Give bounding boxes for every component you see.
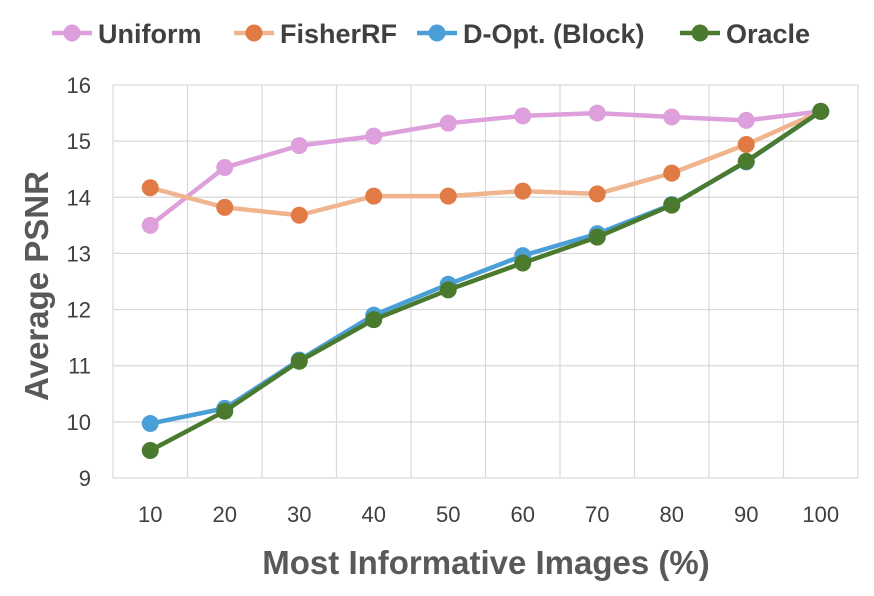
data-point — [514, 107, 532, 125]
legend-item: Oracle — [680, 19, 810, 49]
data-point — [812, 102, 830, 120]
legend-label: FisherRF — [280, 19, 397, 49]
data-point — [365, 127, 383, 145]
data-point — [663, 164, 681, 182]
x-tick-label: 10 — [138, 502, 162, 527]
gridlines — [112, 84, 859, 479]
data-point — [365, 311, 383, 329]
data-point — [439, 281, 457, 299]
data-point — [141, 216, 159, 234]
x-tick-label: 40 — [362, 502, 386, 527]
axes: 9 10 11 12 13 14 15 16 10 20 30 40 50 60 70 80 90 100 — [67, 73, 840, 527]
x-tick-label: 60 — [511, 502, 535, 527]
data-point — [737, 136, 755, 154]
series-line — [148, 109, 823, 228]
x-tick-label: 100 — [802, 502, 839, 527]
legend: Uniform FisherRF D-Opt. (Block) Oracle — [52, 19, 810, 49]
x-tick-label: 80 — [660, 502, 684, 527]
data-point — [141, 441, 159, 459]
legend-swatch-marker — [63, 24, 81, 42]
series-oracle — [141, 102, 830, 459]
y-tick-label: 15 — [67, 129, 91, 154]
y-tick-label: 10 — [67, 410, 91, 435]
y-tick-label: 13 — [67, 241, 91, 266]
y-tick-label: 14 — [67, 185, 91, 210]
data-point — [290, 137, 308, 155]
x-tick-label: 30 — [287, 502, 311, 527]
x-tick-label: 20 — [213, 502, 237, 527]
data-point — [290, 352, 308, 370]
legend-item: FisherRF — [234, 19, 397, 49]
data-point — [514, 182, 532, 200]
series-line — [148, 109, 823, 218]
legend-swatch-marker — [428, 24, 446, 42]
x-tick-label: 70 — [585, 502, 609, 527]
data-point — [216, 198, 234, 216]
data-point — [663, 108, 681, 126]
data-point — [365, 187, 383, 205]
data-point — [216, 159, 234, 177]
data-point — [663, 196, 681, 214]
data-point — [588, 185, 606, 203]
data-point — [514, 254, 532, 272]
data-point — [737, 111, 755, 129]
data-point — [141, 415, 159, 433]
y-tick-label: 16 — [67, 73, 91, 98]
data-point — [737, 152, 755, 170]
data-point — [588, 228, 606, 246]
data-point — [588, 104, 606, 122]
series-layer — [141, 102, 830, 459]
data-point — [439, 187, 457, 205]
legend-label: D-Opt. (Block) — [463, 19, 645, 49]
data-point — [216, 402, 234, 420]
legend-item: D-Opt. (Block) — [417, 19, 645, 49]
legend-label: Oracle — [726, 19, 810, 49]
y-axis-title: Average PSNR — [18, 171, 55, 401]
y-tick-label: 11 — [68, 354, 91, 379]
x-tick-label: 90 — [734, 502, 758, 527]
x-axis-title: Most Informative Images (%) — [262, 544, 709, 581]
legend-swatch-marker — [691, 24, 709, 42]
series-uniform — [141, 102, 830, 234]
data-point — [439, 114, 457, 132]
x-tick-label: 50 — [436, 502, 460, 527]
data-point — [141, 179, 159, 197]
y-tick-label: 9 — [79, 466, 91, 491]
series-fisherrf — [141, 102, 830, 224]
data-point — [290, 206, 308, 224]
series-line — [148, 109, 823, 453]
legend-swatch-marker — [245, 24, 263, 42]
y-tick-label: 12 — [67, 298, 91, 323]
legend-label: Uniform — [98, 19, 202, 49]
legend-item: Uniform — [52, 19, 202, 49]
